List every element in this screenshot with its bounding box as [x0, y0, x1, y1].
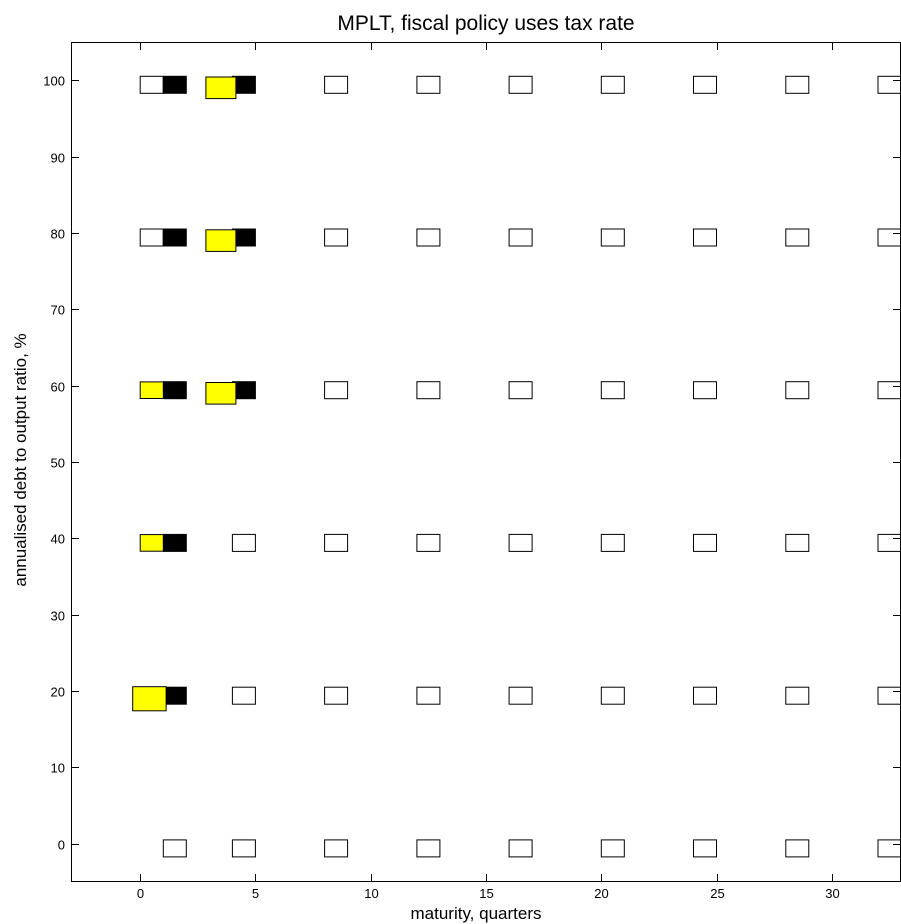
white-box-mark — [694, 382, 717, 399]
black-box-mark — [163, 76, 186, 93]
white-box-mark — [232, 534, 255, 551]
y-tick-label: 40 — [51, 532, 65, 547]
white-box-mark — [878, 687, 901, 704]
white-box-mark — [694, 229, 717, 246]
x-tick-label: 10 — [364, 886, 378, 901]
black-box-mark — [163, 687, 186, 704]
white-box-mark — [509, 840, 532, 857]
x-tick-label: 15 — [479, 886, 493, 901]
white-box-mark — [694, 534, 717, 551]
white-box-mark — [601, 229, 624, 246]
white-box-mark — [417, 229, 440, 246]
y-tick-label: 60 — [51, 380, 65, 395]
white-box-mark — [878, 229, 901, 246]
white-box-mark — [163, 840, 186, 857]
white-box-mark — [878, 840, 901, 857]
white-box-mark — [140, 76, 163, 93]
white-box-mark — [325, 229, 348, 246]
white-box-mark — [417, 534, 440, 551]
white-box-mark — [325, 687, 348, 704]
y-tick-label: 10 — [51, 761, 65, 776]
white-box-mark — [417, 382, 440, 399]
black-box-mark — [163, 382, 186, 399]
y-tick-label: 80 — [51, 227, 65, 242]
white-box-mark — [232, 687, 255, 704]
white-box-mark — [694, 76, 717, 93]
yellow-box-mark — [206, 230, 236, 252]
white-box-mark — [417, 840, 440, 857]
white-box-mark — [694, 687, 717, 704]
yellow-box-mark — [140, 535, 163, 552]
white-box-mark — [509, 687, 532, 704]
black-box-mark — [163, 229, 186, 246]
white-box-mark — [325, 76, 348, 93]
white-box-mark — [232, 840, 255, 857]
y-tick-label: 0 — [58, 838, 65, 853]
y-tick-label: 70 — [51, 303, 65, 318]
white-box-mark — [601, 76, 624, 93]
white-box-mark — [786, 229, 809, 246]
yellow-box-mark — [206, 383, 236, 405]
white-box-mark — [325, 534, 348, 551]
yellow-box-mark — [140, 382, 163, 399]
white-box-mark — [601, 534, 624, 551]
x-tick-label: 5 — [252, 886, 259, 901]
white-box-mark — [786, 840, 809, 857]
white-box-mark — [878, 76, 901, 93]
x-tick-label: 20 — [594, 886, 608, 901]
white-box-mark — [509, 382, 532, 399]
x-axis-title: maturity, quarters — [410, 904, 541, 923]
white-box-mark — [417, 687, 440, 704]
white-box-mark — [786, 76, 809, 93]
y-tick-label: 30 — [51, 609, 65, 624]
axis-ticks — [71, 42, 901, 882]
x-tick-label: 25 — [710, 886, 724, 901]
axis-tick-labels: 0 5 10 15 20 25 30 0 10 20 30 40 50 60 70 80 90 100 — [43, 74, 839, 902]
plot-frame — [72, 43, 901, 882]
yellow-box-mark — [133, 687, 166, 711]
y-tick-label: 50 — [51, 456, 65, 471]
white-box-mark — [786, 382, 809, 399]
white-box-mark — [601, 687, 624, 704]
y-tick-label: 90 — [51, 151, 65, 166]
y-tick-label: 100 — [43, 74, 65, 89]
white-box-mark — [786, 534, 809, 551]
white-box-mark — [417, 76, 440, 93]
x-tick-label: 30 — [825, 886, 839, 901]
x-tick-label: 0 — [137, 886, 144, 901]
white-box-mark — [140, 229, 163, 246]
y-axis-title: annualised debt to output ratio, % — [11, 333, 30, 586]
white-box-mark — [509, 534, 532, 551]
white-box-mark — [878, 534, 901, 551]
y-tick-label: 20 — [51, 685, 65, 700]
white-box-mark — [601, 382, 624, 399]
white-box-mark — [509, 229, 532, 246]
yellow-box-mark — [206, 77, 236, 99]
chart-title: MPLT, fiscal policy uses tax rate — [337, 12, 634, 35]
white-box-mark — [786, 687, 809, 704]
white-box-mark — [601, 840, 624, 857]
chart-marks — [133, 76, 901, 857]
white-box-mark — [694, 840, 717, 857]
white-box-mark — [509, 76, 532, 93]
white-box-mark — [878, 382, 901, 399]
white-box-mark — [325, 382, 348, 399]
black-box-mark — [163, 534, 186, 551]
white-box-mark — [325, 840, 348, 857]
